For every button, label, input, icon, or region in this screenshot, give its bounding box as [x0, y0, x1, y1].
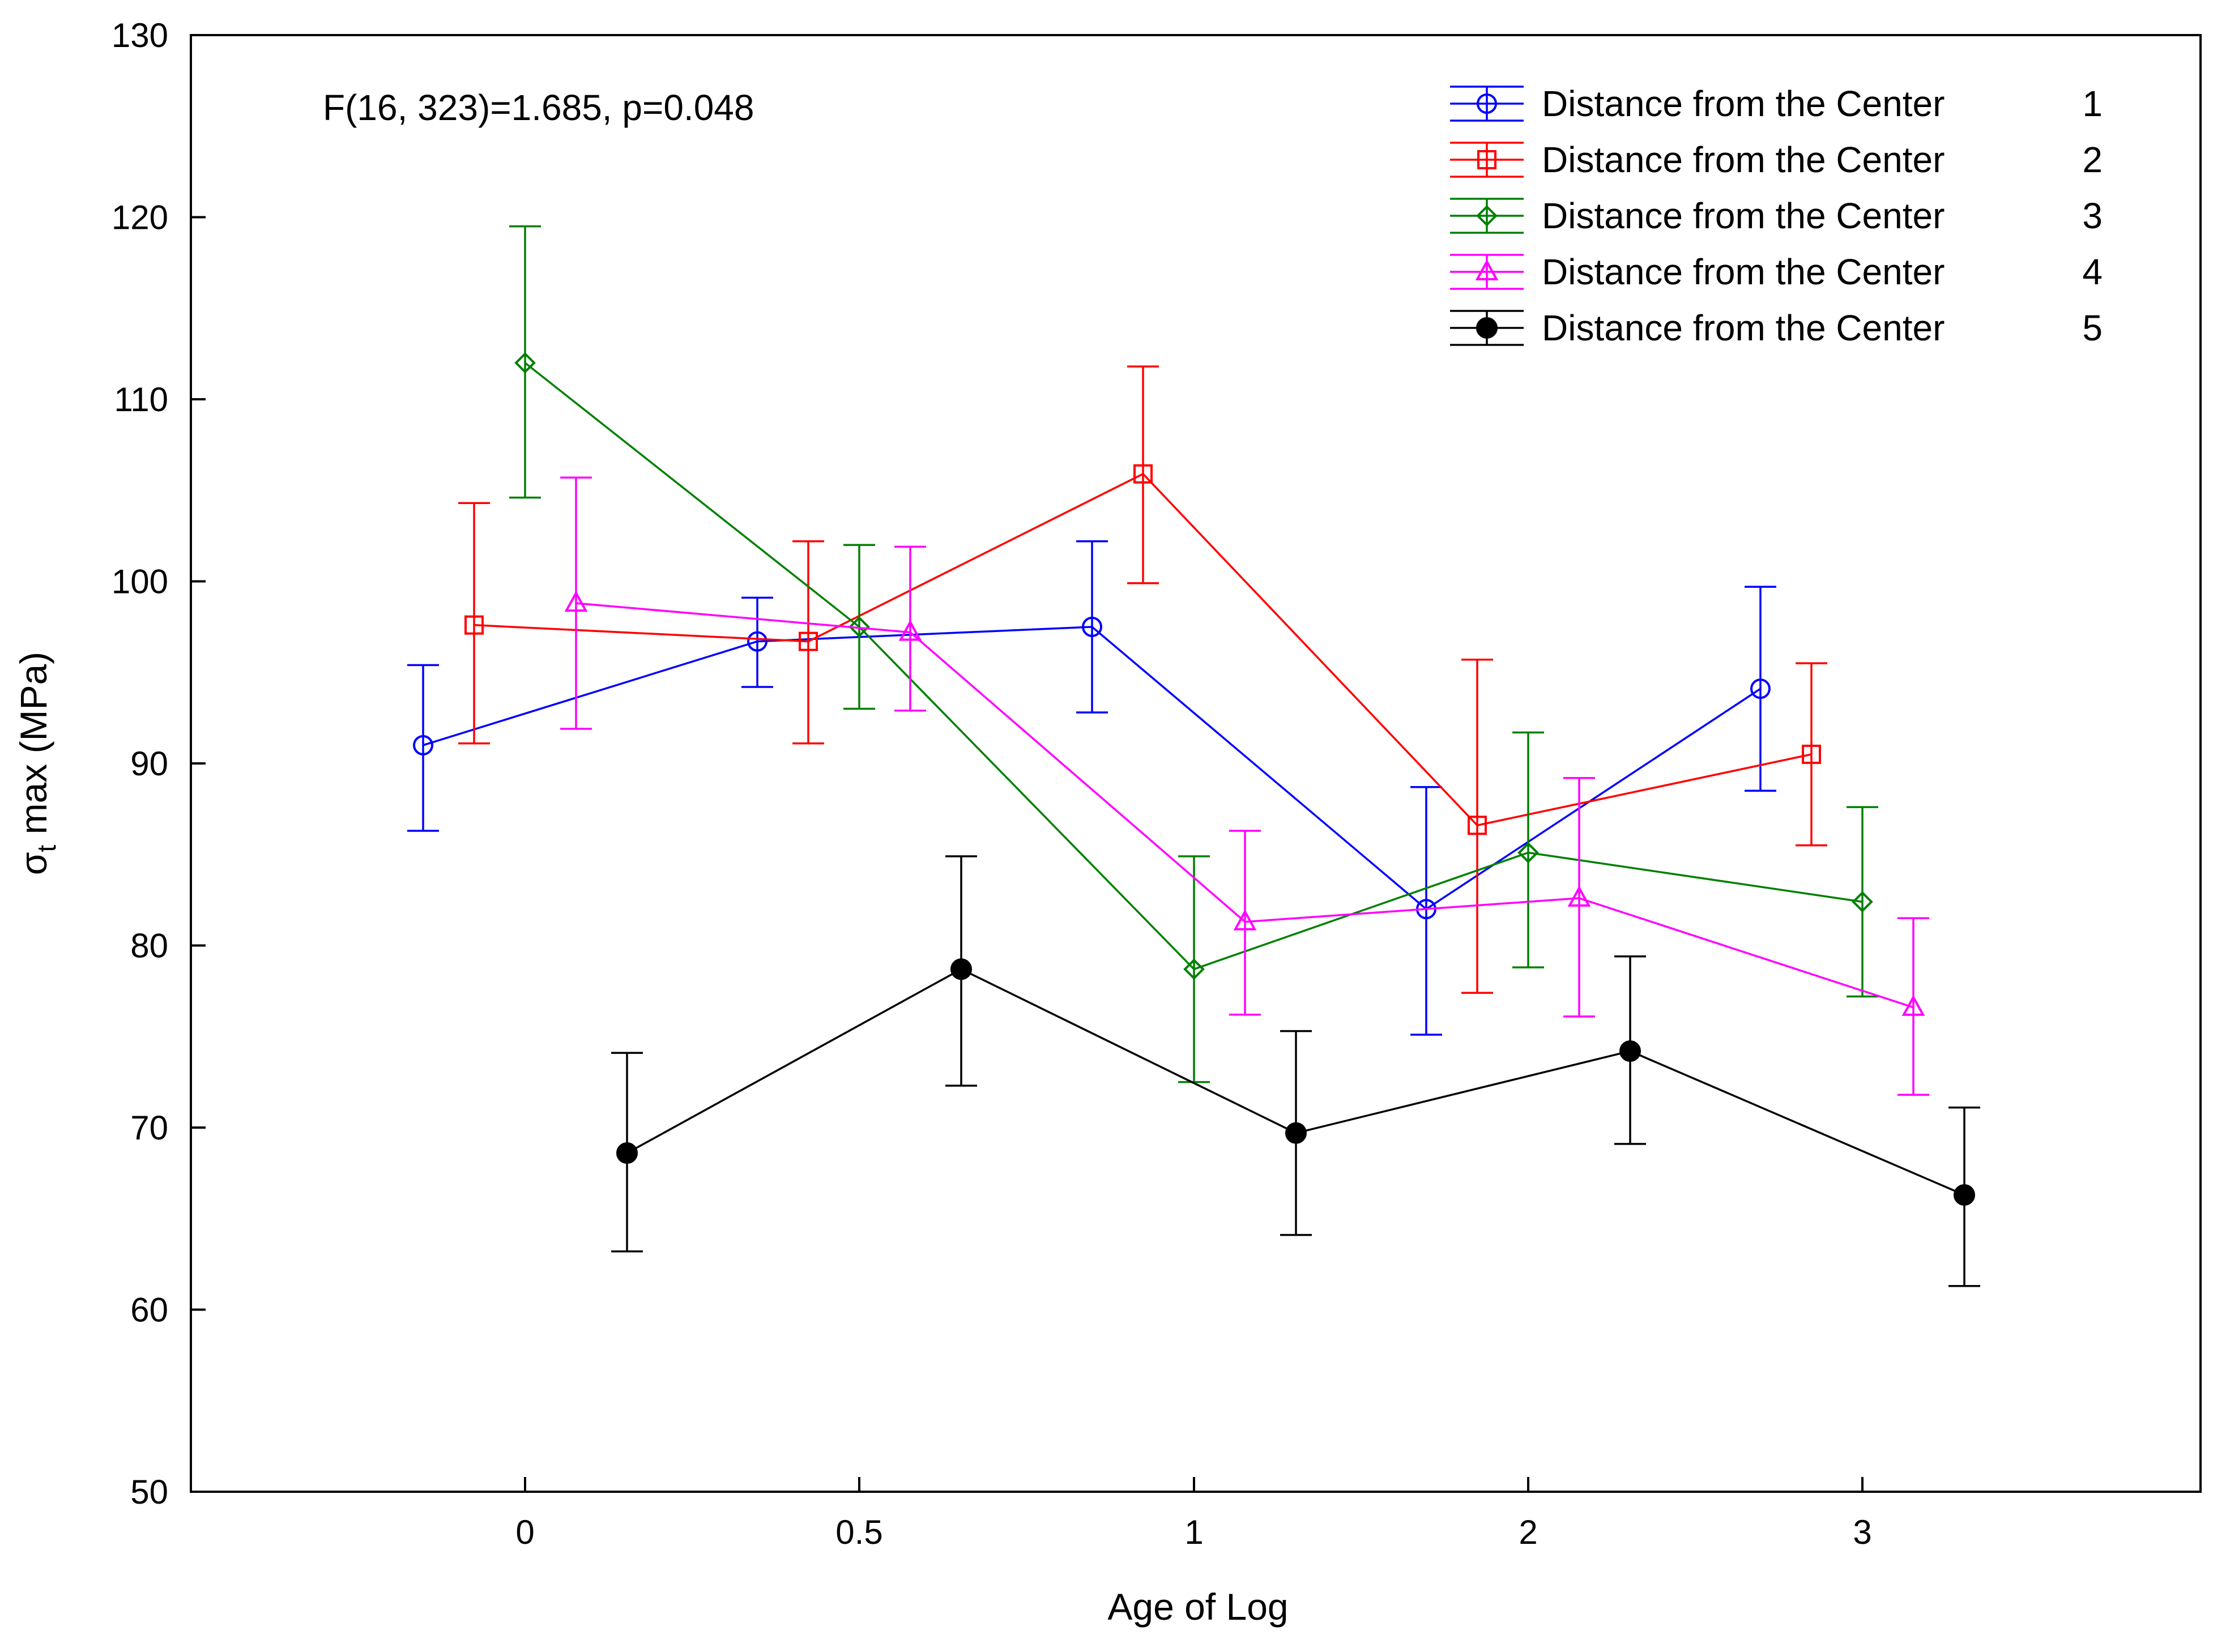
- data-point: [747, 631, 767, 652]
- legend-label: Distance from the Center: [1542, 195, 1945, 236]
- legend-item-1: Distance from the Center 1: [1450, 83, 2103, 124]
- legend-level: 1: [2082, 83, 2103, 124]
- legend-item-4: Distance from the Center 4: [1450, 251, 2103, 292]
- y-tick-label: 110: [114, 381, 168, 419]
- y-tick-label: 120: [112, 199, 168, 237]
- series-3: [509, 225, 1878, 1083]
- data-point: [413, 735, 433, 755]
- data-point: [799, 631, 818, 651]
- x-axis: 0 0.5 1 2 3: [515, 1477, 1872, 1551]
- legend-label: Distance from the Center: [1542, 139, 1945, 180]
- annotation-text: F(16, 323)=1.685, p=0.048: [323, 87, 754, 128]
- x-tick-label: 1: [1184, 1513, 1203, 1551]
- y-axis-title-subscript: t: [32, 845, 61, 852]
- data-point: [1619, 1040, 1641, 1062]
- x-tick-label: 0.5: [835, 1513, 882, 1551]
- y-tick-label: 50: [130, 1473, 168, 1511]
- y-tick-label: 100: [112, 563, 168, 601]
- data-point: [514, 352, 536, 374]
- legend-marker: [1476, 205, 1498, 227]
- data-point: [1517, 842, 1539, 864]
- legend-level: 2: [2082, 139, 2103, 180]
- data-point: [1901, 994, 1925, 1016]
- y-tick-label: 60: [130, 1291, 168, 1329]
- series-4: [560, 476, 1929, 1096]
- data-point: [1852, 891, 1873, 913]
- legend-marker: [1476, 317, 1498, 339]
- y-tick-label: 70: [130, 1109, 168, 1147]
- data-point: [1802, 744, 1821, 764]
- legend-label: Distance from the Center: [1542, 308, 1945, 348]
- legend-label: Distance from the Center: [1542, 251, 1945, 292]
- y-axis: 50 60 70 80 90 100 110 120 130: [112, 16, 206, 1511]
- data-point: [1233, 909, 1257, 930]
- x-axis-title: Age of Log: [1107, 1586, 1288, 1628]
- legend-marker: [1475, 259, 1499, 280]
- y-axis-title-rest: max (MPa): [12, 652, 54, 845]
- y-tick-label: 130: [112, 16, 168, 54]
- data-point: [898, 620, 922, 641]
- legend-label: Distance from the Center: [1542, 83, 1945, 124]
- legend-marker: [1477, 150, 1496, 169]
- y-axis-title: σt max (MPa): [12, 652, 61, 876]
- legend-level: 5: [2082, 308, 2103, 348]
- legend-level: 3: [2082, 195, 2103, 236]
- data-point: [1468, 816, 1487, 835]
- data-point: [564, 590, 588, 612]
- data-point: [616, 1142, 638, 1164]
- legend-item-2: Distance from the Center 2: [1450, 139, 2103, 180]
- series-1: [407, 540, 1776, 1036]
- y-axis-title-symbol: σ: [12, 852, 54, 876]
- data-point: [950, 958, 972, 980]
- legend-item-5: Distance from the Center 5: [1450, 308, 2103, 348]
- series-layer: [407, 225, 1980, 1287]
- data-point: [1183, 958, 1205, 980]
- x-tick-label: 0: [515, 1513, 534, 1551]
- y-tick-label: 90: [130, 745, 168, 783]
- y-tick-label: 80: [130, 927, 168, 965]
- data-point: [1082, 616, 1102, 637]
- legend-level: 4: [2082, 251, 2103, 292]
- legend-item-3: Distance from the Center 3: [1450, 195, 2103, 236]
- data-point: [1567, 885, 1591, 907]
- data-point: [1133, 464, 1153, 484]
- data-point: [848, 616, 870, 638]
- x-tick-label: 2: [1519, 1513, 1537, 1551]
- data-point: [1954, 1184, 1975, 1206]
- x-tick-label: 3: [1853, 1513, 1871, 1551]
- series-2: [458, 365, 1827, 994]
- data-point: [1285, 1122, 1307, 1144]
- series-5: [611, 855, 1980, 1287]
- legend-marker: [1477, 93, 1497, 114]
- data-point: [464, 615, 484, 635]
- data-point: [1750, 678, 1771, 699]
